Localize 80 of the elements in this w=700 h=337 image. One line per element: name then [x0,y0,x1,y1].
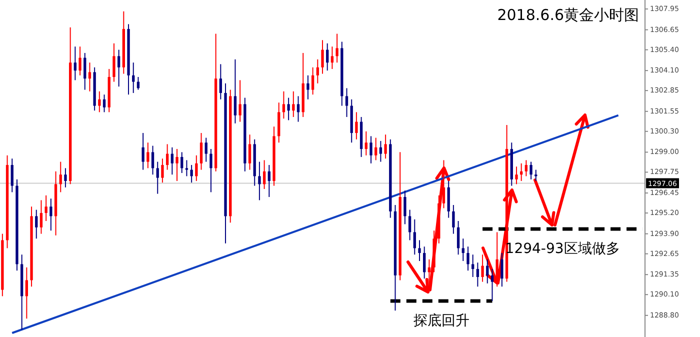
candlestick [185,160,188,177]
candlestick [384,134,387,160]
candlestick [112,42,116,82]
candlestick [234,58,237,124]
candlestick [219,64,222,100]
candlestick [84,52,86,90]
candlestick [40,200,43,234]
candlestick [408,209,412,241]
candlestick [74,46,77,81]
candlestick [142,132,144,170]
candlestick [442,160,446,209]
candlestick [102,94,106,113]
candlestick [306,74,310,100]
candlestick [262,160,266,190]
candlestick [195,154,198,182]
candlestick [438,194,440,244]
candlestick [355,112,358,140]
candlestick [316,58,319,84]
candlestick [238,80,242,122]
candlestick [200,132,203,170]
candlestick [456,220,460,256]
candlestick [25,266,28,320]
candlestick [326,42,329,72]
candlestick [296,96,300,122]
candlestick [476,262,480,288]
candlestick [452,204,455,234]
candlestick [50,198,52,232]
candlestick [490,268,494,302]
candlestick [364,130,368,156]
candlestick [423,246,426,280]
candlestick [379,140,382,162]
candlestick [44,194,48,222]
candlestick [486,258,489,284]
candlestick [374,137,378,161]
candlestick [524,160,528,177]
candlestick [156,161,159,194]
candlestick [496,232,498,288]
candlestick [170,146,174,176]
candlestick [321,40,324,74]
candlestick [472,254,474,278]
candlestick [258,161,261,201]
annotation: 探底回升 [413,312,470,329]
candlestick [78,46,82,76]
chart-title: 2018.6.6黄金小时图 [497,6,639,24]
candlestick [287,97,290,121]
candlestick [481,254,484,282]
candlestick [282,90,286,120]
candlestick [88,62,92,92]
candlestick [117,49,120,88]
candlestick [330,46,334,70]
candlestick [176,148,178,182]
candlestick [370,136,372,164]
candlestick [161,158,164,184]
candlestick [98,90,101,113]
candlestick [248,134,252,170]
candlestick [146,142,150,169]
candlestick [500,252,504,288]
candlestick [268,164,270,198]
candlestick [59,161,62,193]
candlestick [462,238,464,262]
candlestick [151,145,154,176]
candlestick [530,161,532,180]
candlestick [336,33,338,64]
candlestick [466,246,470,272]
candlestick [132,62,135,94]
candlestick [35,209,38,240]
candlestick [64,168,67,188]
candlestick [190,164,193,184]
candlestick [515,166,518,185]
candlestick [180,152,184,174]
candlestick [210,148,212,193]
candlestick [418,240,421,262]
candlestick [166,144,169,170]
candlestick [404,190,406,225]
candlestick [413,218,416,256]
candlestick [345,88,348,118]
candlestick [292,90,295,118]
candlestick [204,137,208,162]
candlestick [311,66,314,96]
candlestick [10,158,14,193]
